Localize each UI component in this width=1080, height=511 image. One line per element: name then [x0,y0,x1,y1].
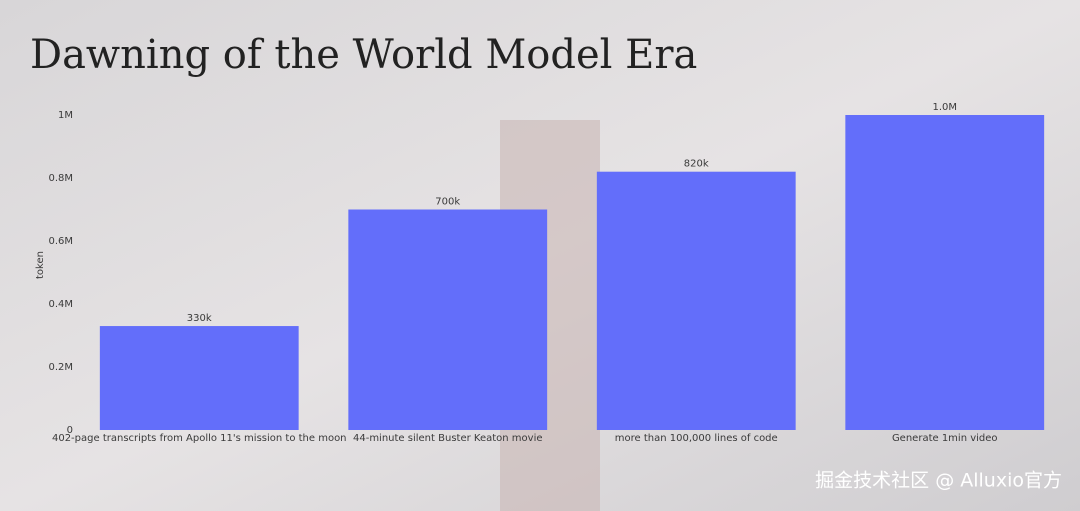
bar [845,115,1045,430]
watermark: 掘金技术社区 @ Alluxio官方 [815,470,1062,492]
x-tick-label: 44-minute silent Buster Keaton movie [353,433,543,444]
value-label: 700k [435,197,460,208]
y-tick-label: 0.6M [48,236,73,247]
bar [596,171,796,430]
chart-title: Dawning of the World Model Era [30,32,697,78]
y-tick-label: 0.2M [48,362,73,373]
value-label: 820k [684,159,709,170]
bar [348,209,548,430]
x-tick-label: Generate 1min video [892,433,998,444]
y-tick-label: 0.4M [48,299,73,310]
bar [99,326,299,430]
y-tick-label: 0.8M [48,173,73,184]
x-tick-label: 402-page transcripts from Apollo 11's mi… [52,433,347,444]
value-label: 1.0M [932,102,957,113]
y-axis-label: token [35,251,46,279]
value-label: 330k [187,313,212,324]
y-tick-label: 1M [58,110,73,121]
x-tick-label: more than 100,000 lines of code [615,433,778,444]
y-tick-label: 0 [67,425,73,436]
